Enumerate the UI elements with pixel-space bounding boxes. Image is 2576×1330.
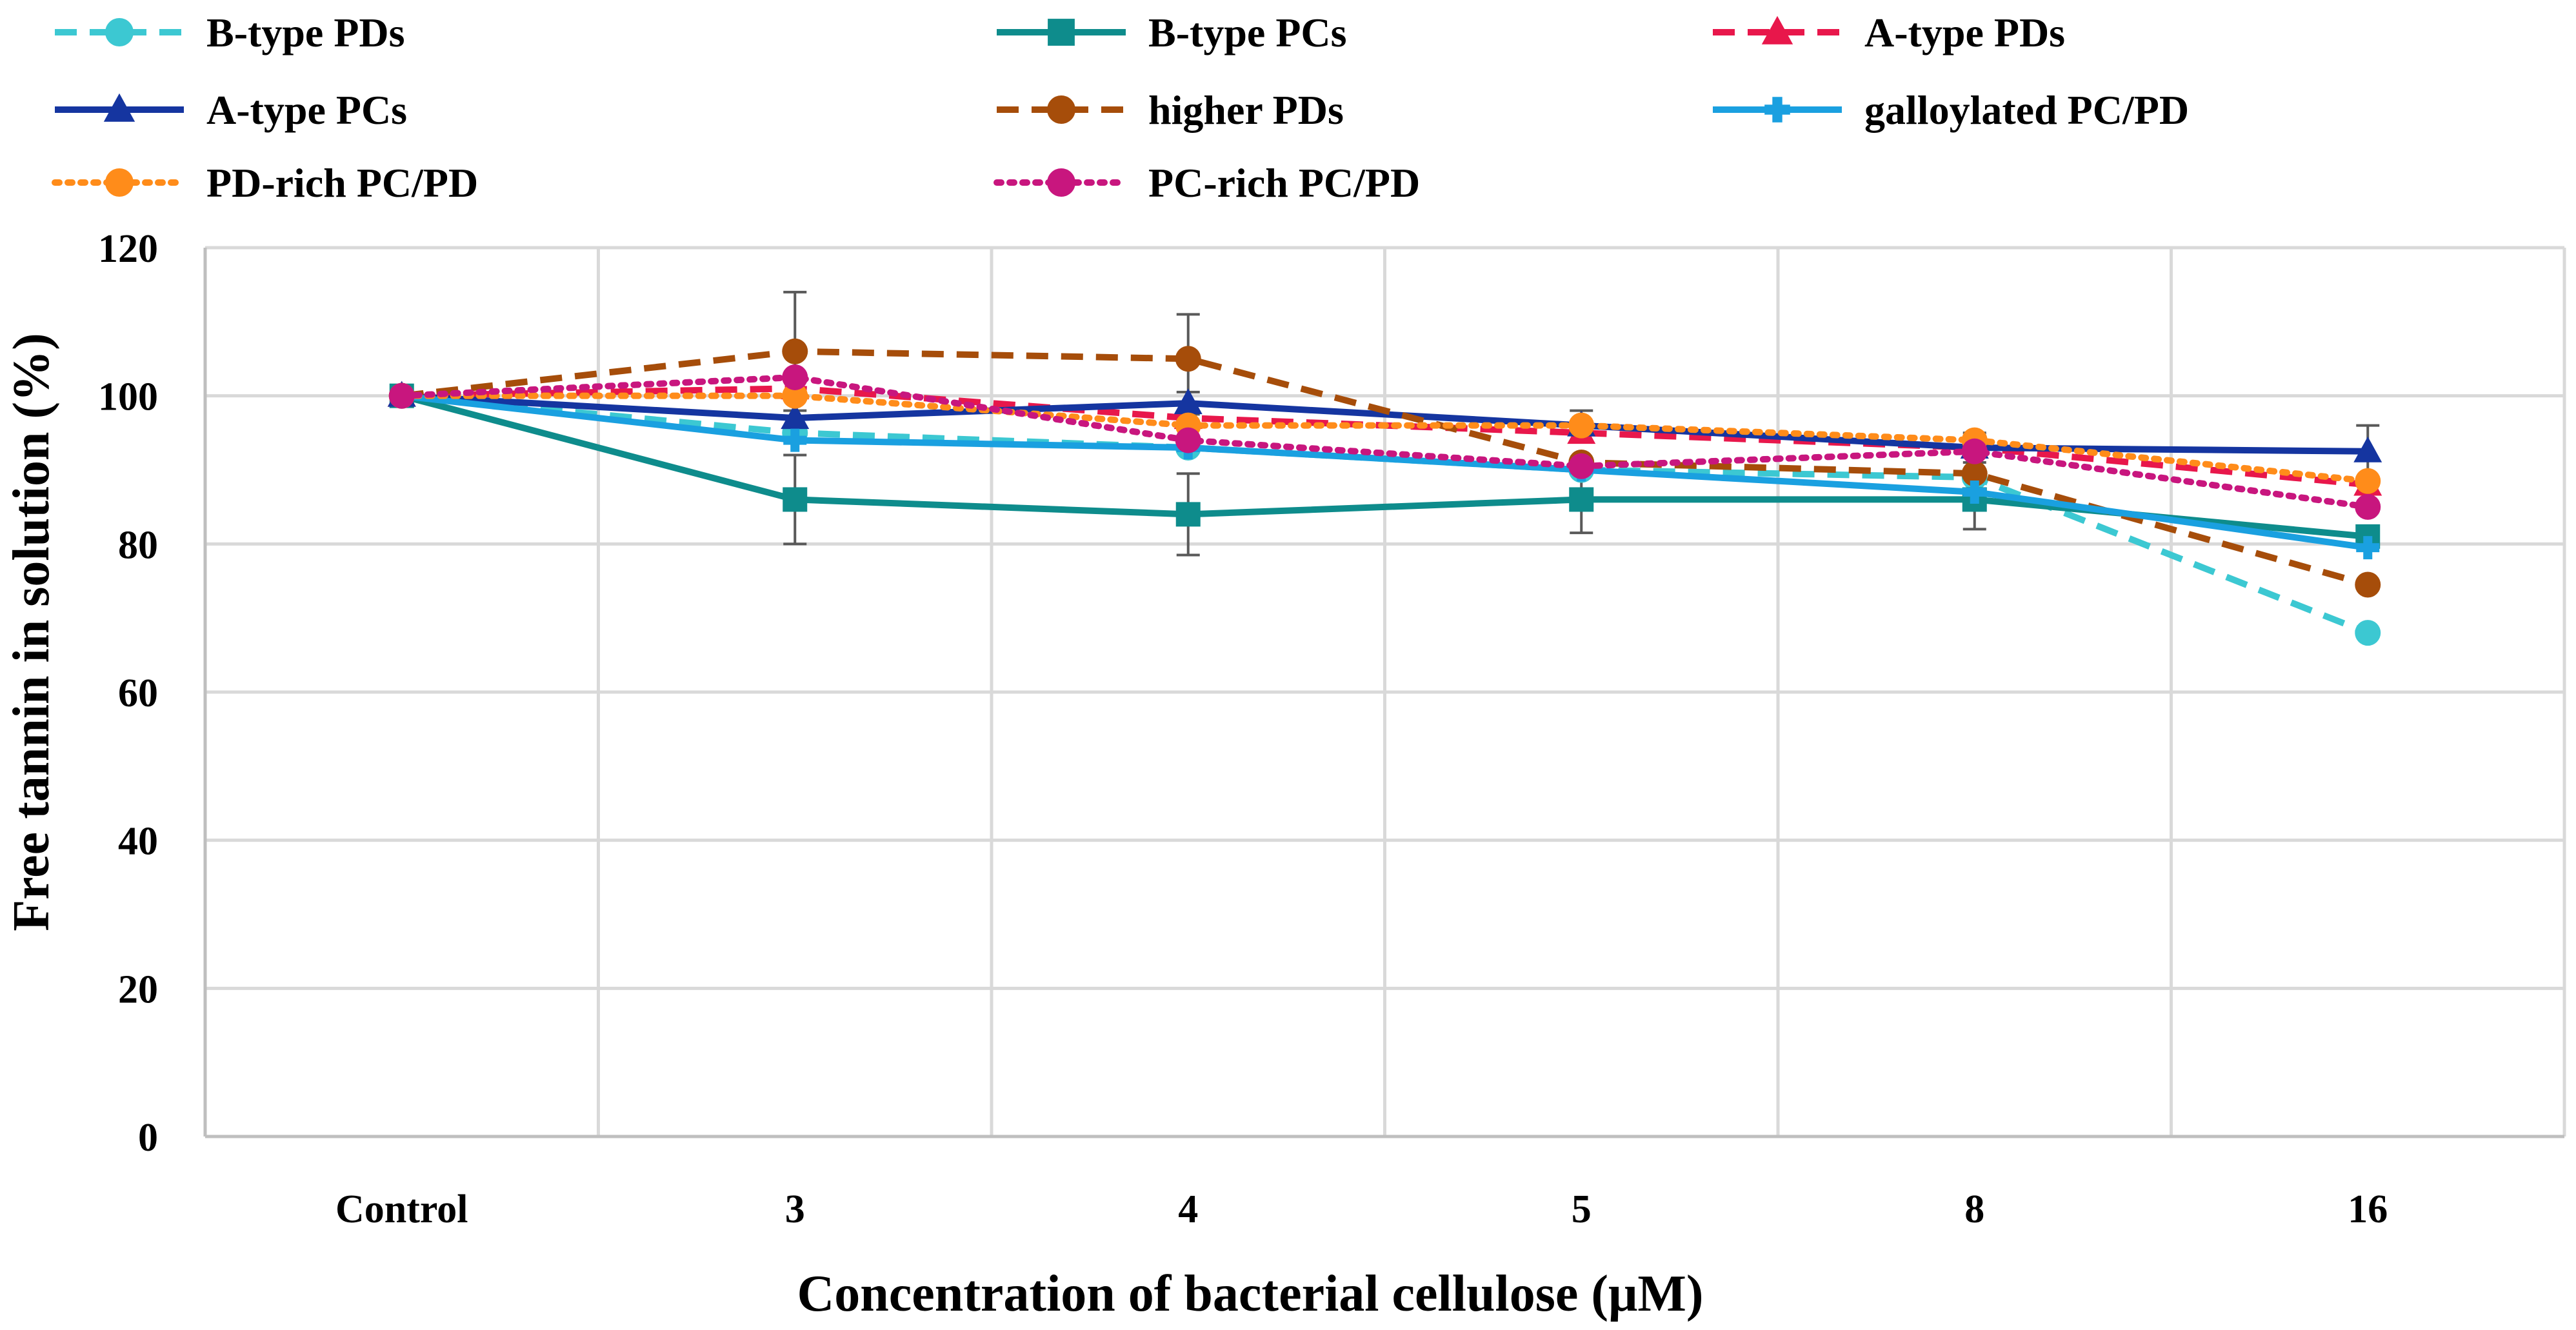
legend-label: A-type PCs <box>206 87 407 133</box>
data-point <box>1961 461 1988 487</box>
data-point <box>1047 95 1075 124</box>
legend-label: PD-rich PC/PD <box>206 160 478 206</box>
series-line <box>398 373 2371 510</box>
data-point <box>1568 412 1595 439</box>
data-point <box>2355 571 2381 598</box>
x-tick-label: 16 <box>2348 1187 2388 1231</box>
data-point <box>783 428 807 452</box>
series-line <box>401 348 2369 588</box>
legend-item: galloylated PC/PD <box>1713 87 2189 133</box>
data-point <box>2356 536 2380 560</box>
series-line <box>398 392 2371 484</box>
series-line <box>401 392 2368 540</box>
legend-item: PC-rich PC/PD <box>993 160 1420 206</box>
data-point <box>782 364 808 390</box>
data-point <box>388 382 415 409</box>
legend-item: B-type PDs <box>55 10 405 55</box>
data-point <box>783 487 808 512</box>
axes <box>203 248 2564 1138</box>
series-line <box>401 392 2368 551</box>
legend-label: galloylated PC/PD <box>1864 87 2189 133</box>
y-tick-label: 80 <box>118 523 158 567</box>
data-point <box>1048 19 1075 46</box>
data-point <box>2355 620 2381 646</box>
legend-label: higher PDs <box>1148 87 1344 133</box>
legend-label: B-type PCs <box>1148 10 1347 55</box>
series-pc-rich-pc-pd <box>388 364 2381 520</box>
data-point <box>1175 346 1201 372</box>
x-tick-label: 3 <box>785 1187 805 1231</box>
data-point <box>781 403 810 430</box>
data-point <box>1761 15 1793 45</box>
y-tick-label: 20 <box>118 968 158 1011</box>
y-axis-title: Free tannin in solution (%) <box>3 333 60 931</box>
legend-item: A-type PCs <box>55 87 407 133</box>
legend-label: B-type PDs <box>206 10 405 55</box>
data-point <box>1175 502 1201 527</box>
legend-item: PD-rich PC/PD <box>52 160 478 206</box>
tick-labels: 0 20 40 60 80 100 120 Control 3 4 5 8 16 <box>98 227 2388 1231</box>
legend-label: A-type PDs <box>1864 10 2065 55</box>
data-point <box>1764 97 1790 123</box>
y-tick-label: 60 <box>118 671 158 715</box>
data-point <box>2355 493 2381 520</box>
series-layer <box>387 338 2382 646</box>
data-point <box>105 18 134 46</box>
x-tick-label: Control <box>335 1187 468 1231</box>
y-tick-label: 0 <box>138 1116 158 1160</box>
legend-item: B-type PCs <box>997 10 1347 55</box>
data-point <box>1568 453 1595 479</box>
x-tick-label: 4 <box>1178 1187 1198 1231</box>
data-point <box>1569 487 1594 512</box>
data-point <box>105 168 134 197</box>
data-point <box>1173 388 1203 415</box>
y-tick-label: 40 <box>118 820 158 864</box>
legend: B-type PDs B-type PCs A-type PDs A-type PCs… <box>52 10 2189 206</box>
legend-item: higher PDs <box>997 87 1344 133</box>
data-point <box>1047 168 1075 197</box>
data-point <box>2353 436 2382 462</box>
x-tick-label: 8 <box>1964 1187 1984 1231</box>
data-point <box>1175 427 1201 453</box>
legend-item: A-type PDs <box>1713 10 2065 55</box>
y-tick-label: 100 <box>98 375 158 419</box>
data-point <box>1962 480 1986 504</box>
legend-label: PC-rich PC/PD <box>1148 160 1420 206</box>
data-point <box>2355 468 2381 494</box>
x-axis-title: Concentration of bacterial cellulose (μM… <box>797 1265 1704 1322</box>
data-point <box>782 338 808 364</box>
x-tick-label: 5 <box>1572 1187 1592 1231</box>
data-point <box>1961 438 1988 464</box>
data-point <box>782 382 808 409</box>
data-point <box>103 93 135 122</box>
y-tick-label: 120 <box>98 227 158 271</box>
